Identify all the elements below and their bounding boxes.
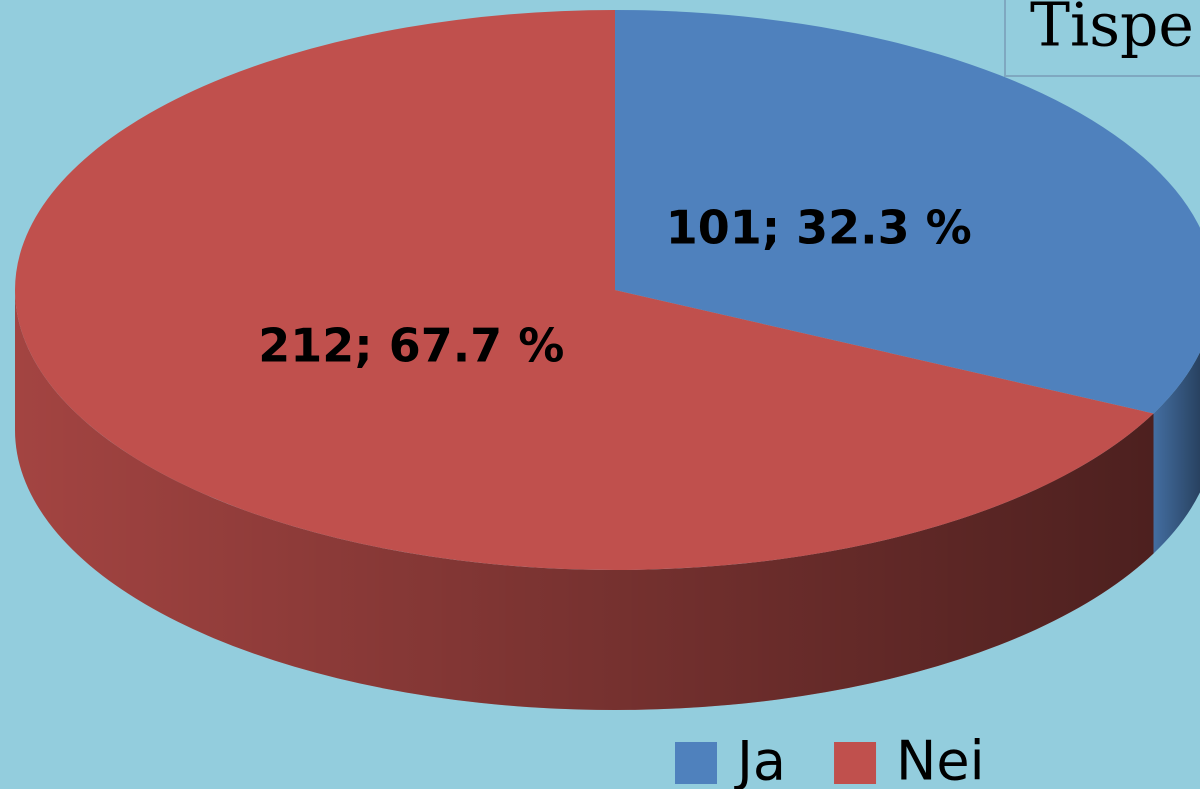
pie-side-shade xyxy=(1153,352,1200,554)
chart-title: Tispe xyxy=(1030,0,1194,61)
title-box xyxy=(1004,0,1200,77)
data-label: 212; 67.7 % xyxy=(258,319,564,373)
pie-slice xyxy=(615,10,1200,414)
legend-label: Ja xyxy=(734,730,786,789)
data-label: 101; 32.3 % xyxy=(666,200,972,254)
pie: 101; 32.3 % 212; 67.7 % xyxy=(15,10,1200,711)
legend: Ja Nei xyxy=(675,730,985,789)
pie-slice xyxy=(15,10,1154,570)
legend-swatch xyxy=(675,742,717,784)
legend-label: Nei xyxy=(896,730,985,789)
legend-swatch xyxy=(834,742,877,784)
pie-side-shade xyxy=(15,290,1154,711)
